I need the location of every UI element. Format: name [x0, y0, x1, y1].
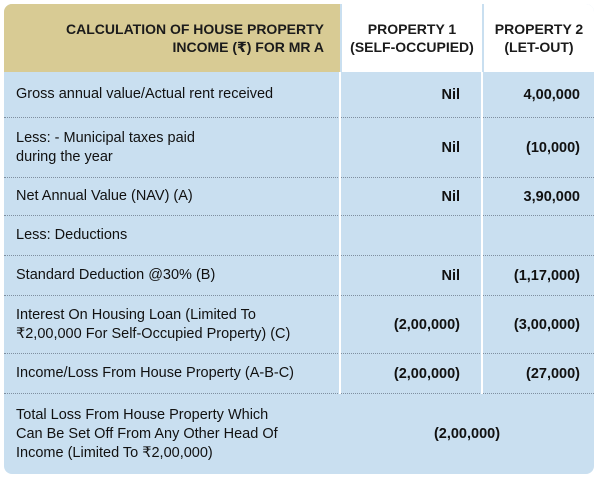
row-label: Net Annual Value (NAV) (A) [16, 188, 193, 204]
house-property-table: CALCULATION OF HOUSE PROPERTY INCOME (₹)… [4, 4, 594, 474]
column-header-property-2: PROPERTY 2 (LET-OUT) [482, 4, 594, 72]
row-label: Less: - Municipal taxes paid during the … [16, 129, 195, 165]
property-1-value: (2,00,000) [393, 365, 460, 382]
property-1-value: Nil [441, 86, 460, 103]
property-1-value [340, 216, 482, 255]
column-divider [339, 72, 341, 394]
row-label: Interest On Housing Loan (Limited To ₹2,… [16, 306, 291, 342]
table-title: CALCULATION OF HOUSE PROPERTY INCOME (₹)… [4, 4, 340, 72]
column-divider [481, 72, 483, 394]
table-row: Net Annual Value (NAV) (A) Nil 3,90,000 [4, 178, 594, 216]
column-header-property-1: PROPERTY 1 (SELF-OCCUPIED) [340, 4, 482, 72]
property-1-value: (2,00,000) [393, 316, 460, 333]
row-label: Standard Deduction @30% (B) [16, 267, 216, 283]
property-1-value: Nil [441, 139, 460, 156]
row-label: Less: Deductions [16, 227, 128, 243]
table-row: Less: Deductions [4, 216, 594, 256]
total-value: (2,00,000) [433, 426, 501, 442]
row-label: Gross annual value/Actual rent received [16, 86, 274, 102]
row-label: Income/Loss From House Property (A-B-C) [16, 365, 294, 381]
property-2-value: 4,00,000 [523, 86, 580, 103]
table-row: Standard Deduction @30% (B) Nil (1,17,00… [4, 256, 594, 296]
property-2-value: 3,90,000 [523, 188, 580, 205]
table-row: Gross annual value/Actual rent received … [4, 72, 594, 118]
table-row: Less: - Municipal taxes paid during the … [4, 118, 594, 178]
total-row: Total Loss From House Property Which Can… [4, 394, 594, 474]
property-1-value: Nil [441, 267, 460, 284]
property-2-value: (10,000) [525, 139, 580, 156]
property-2-value: (27,000) [525, 365, 580, 382]
property-1-value: Nil [441, 188, 460, 205]
property-2-value: (1,17,000) [513, 267, 580, 284]
table-row: Interest On Housing Loan (Limited To ₹2,… [4, 296, 594, 354]
table-header: CALCULATION OF HOUSE PROPERTY INCOME (₹)… [4, 4, 594, 72]
property-2-value: (3,00,000) [513, 316, 580, 333]
table-row: Income/Loss From House Property (A-B-C) … [4, 354, 594, 394]
property-2-value [482, 216, 594, 255]
total-label: Total Loss From House Property Which Can… [16, 406, 278, 461]
